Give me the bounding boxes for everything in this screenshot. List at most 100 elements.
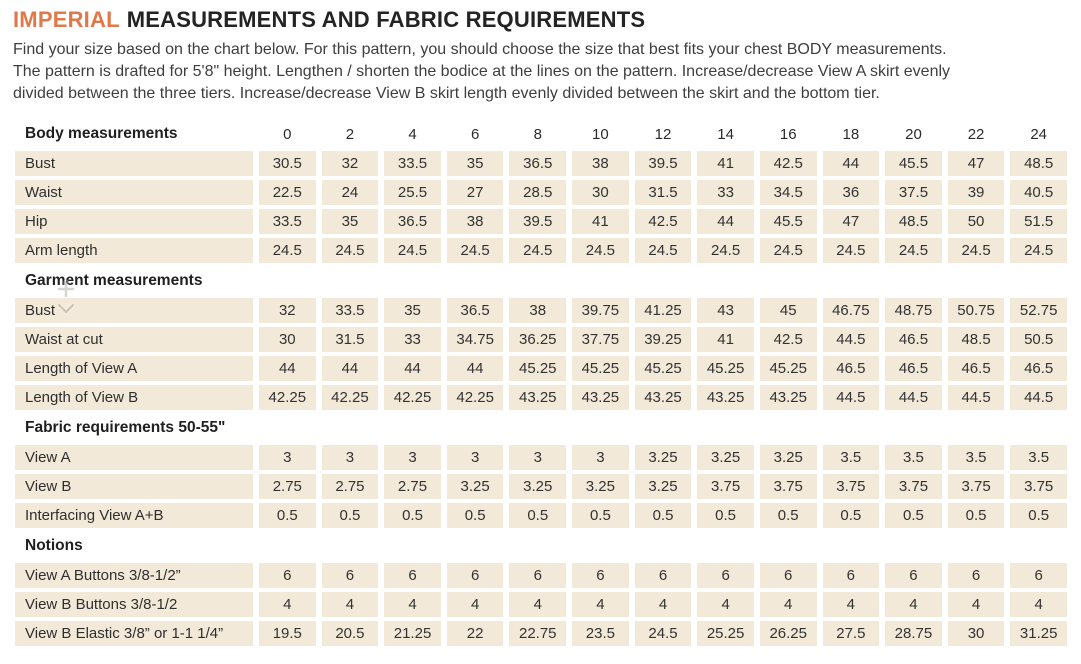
value-cell: 4 [321,592,379,617]
value-cell: 34.75 [446,327,504,352]
value-cell: 33.5 [321,298,379,323]
size-column-header: 2 [345,125,355,143]
value-cell: 20.5 [321,621,379,646]
value-cell: 3.5 [947,445,1005,470]
value-cell: 3.25 [634,474,692,499]
section-header-label: Body measurements [25,125,178,142]
section-rows: View A Buttons 3/8-1/2” 6 6 6 6 6 6 6 6 6 6 6 6 6 View… [15,563,1067,646]
value-cell: 47 [822,209,880,234]
value-cell: 3 [384,445,441,470]
value-cell: 3 [572,445,629,470]
value-cell: 32 [259,298,316,323]
row-label: Length of View B [15,385,253,410]
row-label: Arm length [15,238,253,263]
value-cell: 43.25 [509,385,567,410]
size-column-header: 20 [905,125,922,143]
value-cell: 24.5 [885,238,942,263]
value-cell: 42.25 [446,385,504,410]
value-cell: 44.5 [885,385,942,410]
value-cell: 24.5 [759,238,817,263]
value-cell: 4 [384,592,441,617]
size-column-header: 24 [1030,125,1048,143]
table-section: Fabric requirements 50-55" View A 3 3 3 3 3 3 3.… [15,418,1067,528]
value-cell: 2.75 [321,474,379,499]
value-cell: 44 [822,151,880,176]
value-cell: 33 [697,180,754,205]
value-cell: 45.5 [885,151,942,176]
section-header-label: Fabric requirements 50-55" [25,419,226,436]
section-rows: Bust 32 33.5 35 36.5 38 39.75 41.25 43 45 46.75 48.… [15,298,1067,410]
value-cell: 0.5 [634,503,692,528]
value-cell: 45.25 [572,356,629,381]
value-cell: 0.5 [446,503,504,528]
value-cell: 50 [947,209,1005,234]
value-cell: 24 [321,180,379,205]
value-cell: 4 [885,592,942,617]
value-cell: 45.25 [634,356,692,381]
value-cell: 22.75 [509,621,567,646]
value-cell: 36.5 [384,209,441,234]
value-cell: 3 [446,445,504,470]
value-cell: 3.25 [697,445,754,470]
value-cell: 39 [947,180,1005,205]
section-rows: View A 3 3 3 3 3 3 3.25 3.25 3.25 3.5 3.5 3.5 3.5 View… [15,445,1067,528]
row-label: Hip [15,209,253,234]
value-cell: 4 [259,592,316,617]
value-cell: 24.5 [634,621,692,646]
value-cell: 42.25 [384,385,441,410]
value-cell: 0.5 [259,503,316,528]
value-cell: 42.5 [759,327,817,352]
size-column-header: 6 [470,125,480,143]
value-cell: 51.5 [1010,209,1067,234]
value-cell: 6 [697,563,754,588]
value-cell: 42.5 [759,151,817,176]
value-cell: 48.5 [947,327,1005,352]
value-cell: 4 [446,592,504,617]
value-cell: 31.5 [634,180,692,205]
value-cell: 21.25 [384,621,441,646]
value-cell: 26.25 [759,621,817,646]
value-cell: 35 [446,151,504,176]
value-cell: 44 [259,356,316,381]
intro-line: divided between the three tiers. Increas… [13,85,880,102]
value-cell: 44.5 [947,385,1005,410]
value-cell: 3 [259,445,316,470]
value-cell: 19.5 [259,621,316,646]
table-section: Body measurements 0 2 4 6 8 10 12 14 16 18 20 22 24 Bu… [15,121,1067,263]
value-cell: 31.25 [1010,621,1067,646]
value-cell: 37.75 [572,327,629,352]
value-cell: 6 [885,563,942,588]
value-cell: 42.5 [634,209,692,234]
intro-line: Find your size based on the chart below.… [13,41,947,58]
value-cell: 2.75 [259,474,316,499]
value-cell: 24.5 [572,238,629,263]
table-section: Notions View A Buttons 3/8-1/2” 6 6 6 6 6 6 6 6 6 6… [15,536,1067,646]
value-cell: 50.75 [947,298,1005,323]
value-cell: 34.5 [759,180,817,205]
value-cell: 39.5 [509,209,567,234]
size-column-header: 12 [654,125,672,143]
value-cell: 6 [384,563,441,588]
value-cell: 41 [697,327,754,352]
section-rows: Bust 30.5 32 33.5 35 36.5 38 39.5 41 42.5 44 45.5 47… [15,151,1067,263]
value-cell: 3.25 [634,445,692,470]
size-column-header: 14 [717,125,734,143]
value-cell: 0.5 [1010,503,1067,528]
value-cell: 35 [384,298,441,323]
value-cell: 4 [697,592,754,617]
value-cell: 41.25 [634,298,692,323]
value-cell: 3.5 [1010,445,1067,470]
value-cell: 45.25 [509,356,567,381]
value-cell: 48.5 [1010,151,1067,176]
value-cell: 36.5 [509,151,567,176]
value-cell: 0.5 [321,503,379,528]
value-cell: 45 [759,298,817,323]
size-column-header: 10 [592,125,609,143]
value-cell: 6 [947,563,1005,588]
value-cell: 24.5 [384,238,441,263]
size-column-header: 0 [283,125,292,143]
value-cell: 6 [822,563,880,588]
value-cell: 33.5 [259,209,316,234]
value-cell: 0.5 [759,503,817,528]
value-cell: 3.75 [885,474,942,499]
